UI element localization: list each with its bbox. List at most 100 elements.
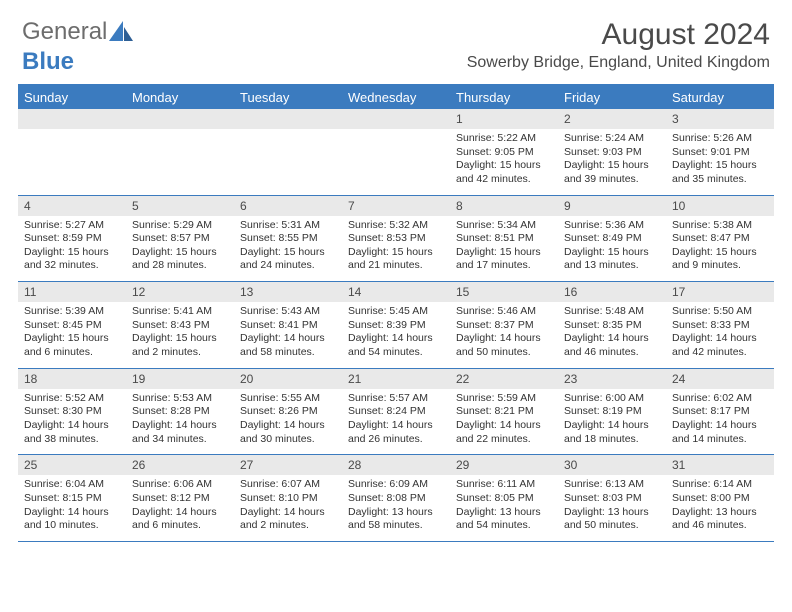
sunset-text: Sunset: 8:17 PM [672,405,768,419]
day-detail-row: Sunrise: 5:39 AMSunset: 8:45 PM Daylight:… [18,302,774,368]
day-detail-row: Sunrise: 5:22 AMSunset: 9:05 PMDaylight:… [18,129,774,195]
daylight-text-1: Daylight: 14 hours [240,419,336,433]
sunrise-text: Sunrise: 5:26 AM [672,132,768,146]
daylight-text-2: and 6 minutes. [24,346,120,360]
day-number-row: 45678910 [18,196,774,216]
day-number: 15 [450,282,558,302]
daylight-text-1: Daylight: 13 hours [456,506,552,520]
day-cell: Sunrise: 5:39 AMSunset: 8:45 PMDaylight:… [18,302,126,368]
sunrise-text: Sunrise: 5:53 AM [132,392,228,406]
daylight-text-2: and 14 minutes. [672,433,768,447]
sunrise-text: Sunrise: 6:13 AM [564,478,660,492]
sunset-text: Sunset: 8:45 PM [24,319,120,333]
day-number [342,109,450,129]
daylight-text-2: and 42 minutes. [456,173,552,187]
day-number-row: 123 [18,109,774,129]
sunset-text: Sunset: 8:57 PM [132,232,228,246]
daylight-text-2: and 17 minutes. [456,259,552,273]
sunset-text: Sunset: 8:19 PM [564,405,660,419]
sunset-text: Sunset: 8:08 PM [348,492,444,506]
daylight-text-1: Daylight: 15 hours [132,332,228,346]
sunrise-text: Sunrise: 5:39 AM [24,305,120,319]
day-of-week-label: Tuesday [234,86,342,109]
day-cell: Sunrise: 6:02 AMSunset: 8:17 PMDaylight:… [666,389,774,455]
day-cell: Sunrise: 5:38 AMSunset: 8:47 PMDaylight:… [666,216,774,282]
day-number: 29 [450,455,558,475]
day-number: 26 [126,455,234,475]
daylight-text-1: Daylight: 15 hours [24,246,120,260]
sunrise-text: Sunrise: 6:07 AM [240,478,336,492]
sunset-text: Sunset: 8:12 PM [132,492,228,506]
daylight-text-1: Daylight: 13 hours [348,506,444,520]
sunrise-text: Sunrise: 5:24 AM [564,132,660,146]
day-number: 8 [450,196,558,216]
daylight-text-2: and 46 minutes. [564,346,660,360]
day-number: 11 [18,282,126,302]
day-number: 1 [450,109,558,129]
day-of-week-label: Monday [126,86,234,109]
daylight-text-1: Daylight: 14 hours [456,419,552,433]
sunset-text: Sunset: 8:10 PM [240,492,336,506]
day-number: 2 [558,109,666,129]
daylight-text-2: and 38 minutes. [24,433,120,447]
daylight-text-2: and 13 minutes. [564,259,660,273]
day-number-row: 11121314151617 [18,282,774,302]
daylight-text-2: and 26 minutes. [348,433,444,447]
daylight-text-2: and 30 minutes. [240,433,336,447]
sunset-text: Sunset: 8:55 PM [240,232,336,246]
day-of-week-label: Saturday [666,86,774,109]
day-number: 24 [666,369,774,389]
sunset-text: Sunset: 8:03 PM [564,492,660,506]
daylight-text-1: Daylight: 14 hours [348,332,444,346]
day-number: 4 [18,196,126,216]
day-cell: Sunrise: 5:43 AMSunset: 8:41 PMDaylight:… [234,302,342,368]
month-title: August 2024 [467,18,770,52]
sunrise-text: Sunrise: 6:14 AM [672,478,768,492]
daylight-text-2: and 50 minutes. [456,346,552,360]
day-of-week-label: Wednesday [342,86,450,109]
title-block: August 2024 Sowerby Bridge, England, Uni… [467,18,770,72]
daylight-text-2: and 54 minutes. [348,346,444,360]
day-cell: Sunrise: 5:59 AMSunset: 8:21 PMDaylight:… [450,389,558,455]
daylight-text-2: and 22 minutes. [456,433,552,447]
sunset-text: Sunset: 8:51 PM [456,232,552,246]
sunset-text: Sunset: 8:37 PM [456,319,552,333]
sunset-text: Sunset: 8:59 PM [24,232,120,246]
daylight-text-2: and 2 minutes. [240,519,336,533]
daylight-text-1: Daylight: 13 hours [564,506,660,520]
day-cell [234,129,342,195]
day-number: 20 [234,369,342,389]
day-cell: Sunrise: 5:24 AMSunset: 9:03 PMDaylight:… [558,129,666,195]
day-cell: Sunrise: 5:34 AMSunset: 8:51 PMDaylight:… [450,216,558,282]
sunrise-text: Sunrise: 5:38 AM [672,219,768,233]
day-number: 3 [666,109,774,129]
day-number: 18 [18,369,126,389]
location-text: Sowerby Bridge, England, United Kingdom [467,54,770,72]
day-number: 30 [558,455,666,475]
sunrise-text: Sunrise: 5:55 AM [240,392,336,406]
day-cell: Sunrise: 5:46 AMSunset: 8:37 PMDaylight:… [450,302,558,368]
sunset-text: Sunset: 8:00 PM [672,492,768,506]
day-cell: Sunrise: 5:31 AMSunset: 8:55 PMDaylight:… [234,216,342,282]
day-cell: Sunrise: 6:04 AMSunset: 8:15 PMDaylight:… [18,475,126,541]
sunrise-text: Sunrise: 5:41 AM [132,305,228,319]
calendar-week: 45678910Sunrise: 5:27 AMSunset: 8:59 PMD… [18,196,774,283]
sunset-text: Sunset: 8:47 PM [672,232,768,246]
calendar-grid: SundayMondayTuesdayWednesdayThursdayFrid… [18,84,774,542]
day-detail-row: Sunrise: 6:04 AMSunset: 8:15 PMDaylight:… [18,475,774,541]
sunrise-text: Sunrise: 5:43 AM [240,305,336,319]
day-number: 14 [342,282,450,302]
daylight-text-2: and 28 minutes. [132,259,228,273]
sunset-text: Sunset: 8:28 PM [132,405,228,419]
daylight-text-1: Daylight: 14 hours [240,332,336,346]
sunset-text: Sunset: 8:26 PM [240,405,336,419]
daylight-text-1: Daylight: 15 hours [240,246,336,260]
brand-logo: General [22,18,135,46]
day-cell: Sunrise: 5:26 AMSunset: 9:01 PMDaylight:… [666,129,774,195]
daylight-text-1: Daylight: 15 hours [672,159,768,173]
sunset-text: Sunset: 8:15 PM [24,492,120,506]
day-number: 25 [18,455,126,475]
sunrise-text: Sunrise: 5:31 AM [240,219,336,233]
day-of-week-label: Thursday [450,86,558,109]
day-cell: Sunrise: 6:13 AMSunset: 8:03 PMDaylight:… [558,475,666,541]
